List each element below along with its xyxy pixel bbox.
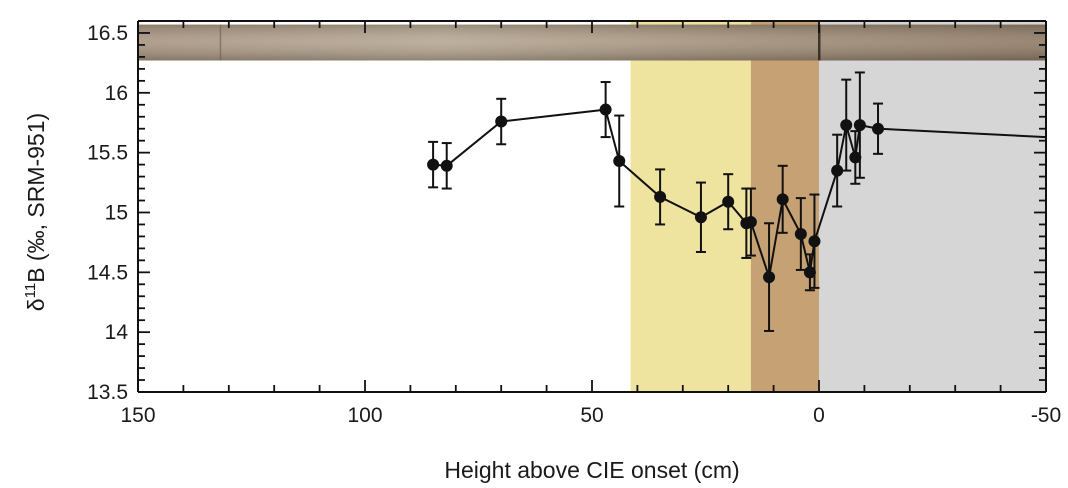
data-point [776, 193, 789, 206]
y-axis-title-main: B (‰, SRM-951) [23, 113, 49, 283]
data-point [831, 164, 844, 177]
x-tick-label: 0 [813, 404, 825, 427]
y-axis-title-prefix: δ [23, 298, 49, 311]
x-axis-title: Height above CIE onset (cm) [444, 457, 739, 483]
y-axis-title: δ11B (‰, SRM-951) [22, 113, 49, 311]
y-tick-label: 14.5 [87, 261, 128, 284]
y-tick-label: 15.5 [87, 142, 128, 165]
data-point [763, 271, 776, 284]
data-point [613, 155, 626, 168]
core-photo-seam [219, 24, 222, 61]
x-tick-label: 50 [580, 404, 603, 427]
data-point [599, 103, 612, 116]
data-point [744, 216, 757, 229]
y-tick-label: 16.5 [87, 22, 128, 45]
y-tick-label: 16 [105, 82, 128, 105]
data-point [840, 119, 853, 132]
y-axis-title-superscript: 11 [22, 283, 39, 299]
data-point [849, 151, 862, 164]
shaded-region-2 [819, 21, 1046, 392]
data-point [440, 159, 453, 172]
x-tick-label: -50 [1031, 404, 1061, 427]
data-point [808, 235, 821, 248]
x-tick-label: 100 [347, 404, 382, 427]
data-point [495, 115, 508, 128]
data-point [803, 266, 816, 279]
data-point [722, 195, 735, 208]
data-point [872, 122, 885, 135]
data-series [427, 71, 1047, 332]
axes [137, 20, 1047, 393]
data-point [694, 211, 707, 224]
tick-labels: 150 100 50 0 -50 13.5 14 14.5 15 15.5 16 16.5 [87, 22, 1061, 427]
y-tick-label: 13.5 [87, 381, 128, 404]
shaded-regions [630, 21, 1046, 392]
data-point [794, 228, 807, 241]
core-photo-crack [818, 24, 821, 61]
x-tick-label: 150 [120, 404, 155, 427]
y-tick-label: 14 [105, 321, 129, 344]
data-point [654, 190, 667, 203]
data-point [853, 119, 866, 132]
y-tick-label: 15 [105, 201, 128, 224]
data-point [427, 158, 440, 171]
shaded-region-1 [750, 21, 819, 392]
